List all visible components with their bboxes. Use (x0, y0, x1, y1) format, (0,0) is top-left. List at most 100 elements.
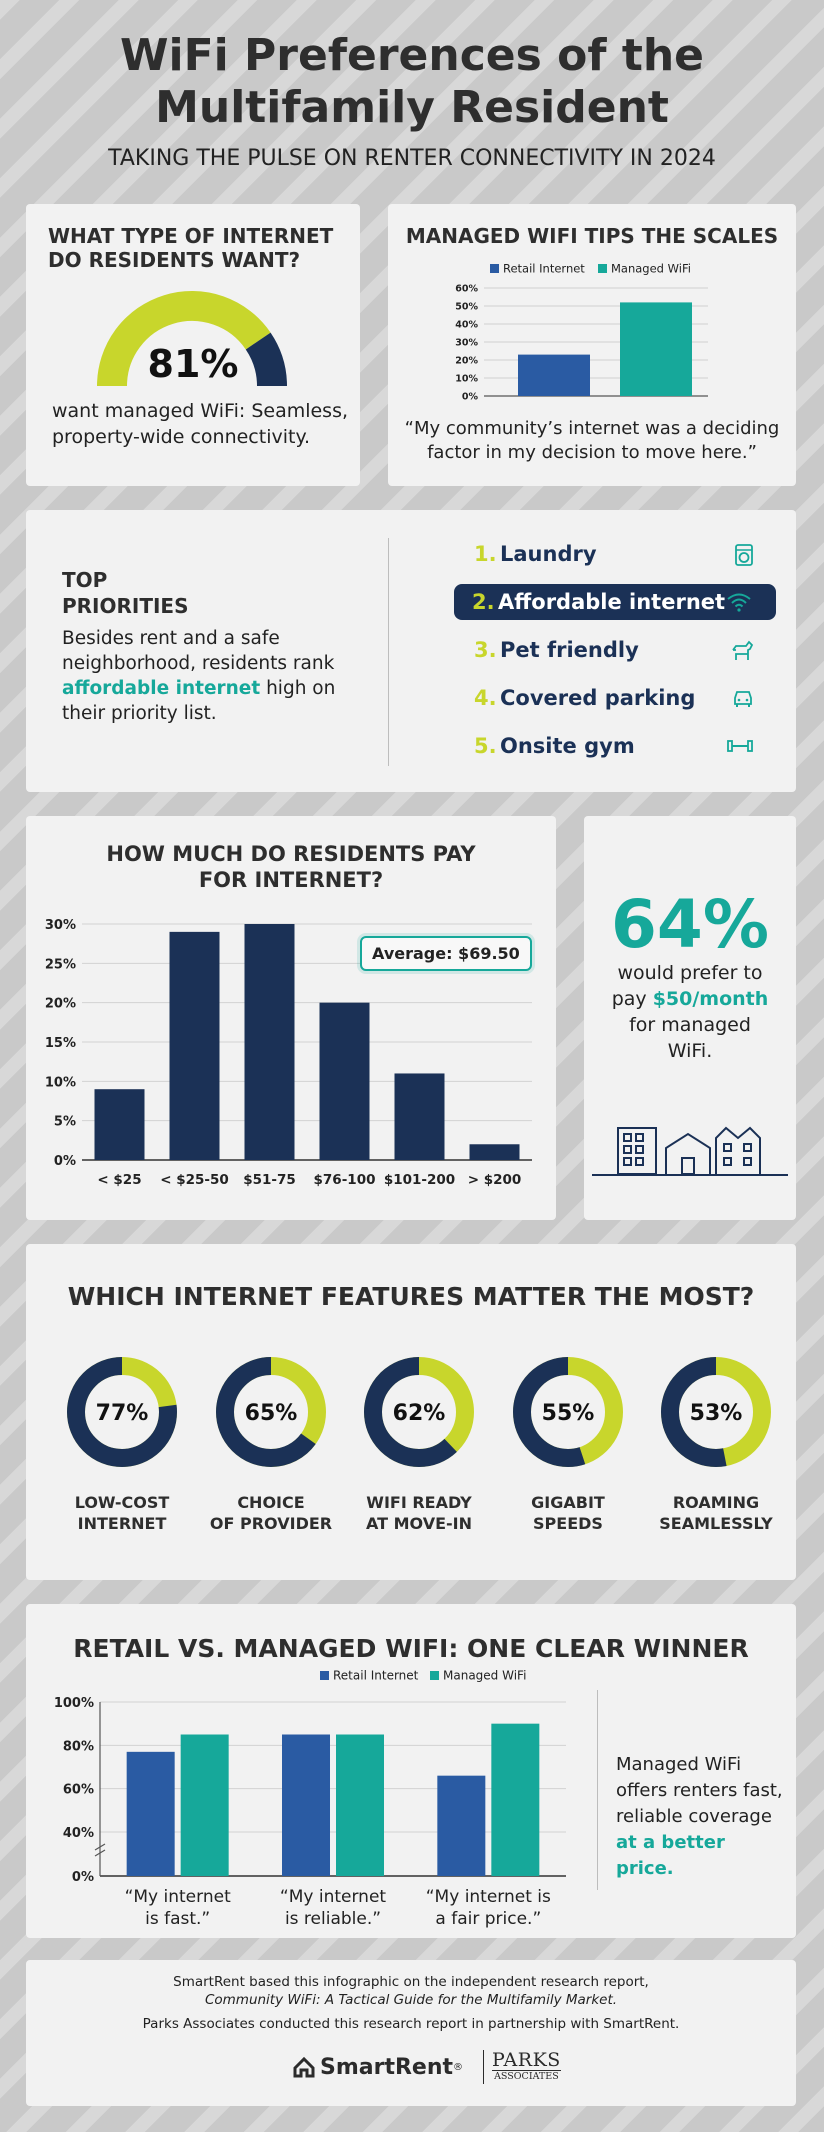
dog-icon (732, 640, 754, 660)
retail-vs-divider (597, 1690, 598, 1890)
prefer-line2-highlight: $50/month (652, 988, 769, 1010)
pay-bar (469, 1144, 520, 1160)
footer-card: SmartRent based this infographic on the … (26, 1960, 796, 2106)
legend-swatch (320, 1671, 329, 1680)
priorities-desc: Besides rent and a safe neighborhood, re… (62, 626, 362, 726)
internet-type-heading-line1: WHAT TYPE OF INTERNET (48, 224, 334, 248)
priority-item-laundry: 1. Laundry (456, 536, 778, 572)
priority-label: Laundry (500, 542, 597, 566)
y-tick-label: 40% (455, 320, 478, 331)
priority-num: 5. (474, 734, 497, 758)
legend-label: Retail Internet (333, 1669, 419, 1683)
pay-heading-line1: HOW MUCH DO RESIDENTS PAY (106, 842, 476, 866)
priorities-desc-line2: neighborhood, residents rank (62, 653, 335, 674)
legend-label: Managed WiFi (611, 262, 691, 276)
car-icon (734, 691, 752, 707)
feature-label-line2: OF PROVIDER (209, 1514, 333, 1533)
priority-label: Onsite gym (500, 734, 635, 758)
features-heading: WHICH INTERNET FEATURES MATTER THE MOST? (67, 1282, 755, 1311)
gauge-percent: 81% (147, 342, 239, 386)
donut-value-arc (661, 1357, 771, 1467)
feature-label: CHOICE OF PROVIDER (201, 1492, 341, 1534)
priority-num: 1. (474, 542, 497, 566)
logo-divider (483, 2050, 484, 2084)
internet-type-heading-line2: DO RESIDENTS WANT? (48, 248, 301, 272)
y-tick-label: 0% (72, 1870, 94, 1885)
internet-type-desc-line2: property-wide connectivity. (52, 426, 311, 448)
x-tick-label: “My internet (280, 1887, 386, 1907)
feature-label-line1: CHOICE (237, 1493, 305, 1512)
axis-break-mark (94, 1843, 106, 1851)
y-tick-label: 10% (455, 374, 478, 385)
footer-line2: Community WiFi: A Tactical Guide for the… (204, 1992, 618, 2008)
wifi-icon (727, 593, 751, 612)
bar-managed-wifi (336, 1734, 384, 1876)
priorities-desc-line4: their priority list. (62, 703, 217, 724)
y-tick-label: 80% (63, 1739, 94, 1754)
priorities-heading-line2: PRIORITIES (62, 594, 189, 618)
smartrent-logo: SmartRent ® (292, 2050, 478, 2084)
legend-swatch (430, 1671, 439, 1680)
bar-retail-internet (518, 354, 590, 396)
priorities-desc-highlight: affordable internet (62, 678, 261, 699)
x-tick-label: $76-100 (314, 1172, 376, 1188)
y-tick-label: 40% (63, 1826, 94, 1841)
legend-swatch (598, 264, 607, 273)
y-tick-label: 30% (455, 338, 478, 349)
gauge-rest-arc (97, 291, 271, 387)
bar-managed-wifi (491, 1723, 540, 1876)
features-donuts: 77% 65% 62% 55% 53% (67, 1357, 771, 1467)
priority-item-onsite-gym: 5. Onsite gym (456, 728, 778, 764)
managed-tips-card: MANAGED WIFI TIPS THE SCALES Retail Inte… (388, 204, 796, 486)
axis-break-mark (94, 1849, 106, 1857)
donut-value-arc (67, 1357, 177, 1467)
y-tick-label: 30% (45, 918, 76, 933)
prefer-card: 64% would prefer to pay $50/month for ma… (584, 816, 796, 1220)
gauge-main-arc (245, 332, 287, 387)
prefer-line1: would prefer to (617, 962, 763, 984)
average-callout: Average: $69.50 (360, 936, 532, 971)
managed-tips-quote-line1: “My community’s internet was a deciding (404, 418, 780, 439)
x-tick-label: < $25 (97, 1172, 141, 1188)
pay-card: HOW MUCH DO RESIDENTS PAY FOR INTERNET? … (26, 816, 556, 1220)
y-tick-label: 0% (462, 392, 479, 403)
managed-tips-heading: MANAGED WIFI TIPS THE SCALES (405, 224, 779, 248)
pay-heading-line2: FOR INTERNET? (198, 868, 384, 892)
feature-label-line2: INTERNET (77, 1514, 167, 1533)
feature-label: LOW-COST INTERNET (52, 1492, 192, 1534)
prefer-line4: WiFi. (667, 1040, 713, 1062)
legend-swatch (490, 264, 499, 273)
bar-managed-wifi (180, 1734, 229, 1876)
feature-label: ROAMING SEAMLESSLY (646, 1492, 786, 1534)
pay-bar (244, 924, 295, 1160)
priority-label: Covered parking (500, 686, 696, 710)
retail-vs-side-line3: reliable coverage (616, 1806, 772, 1827)
feature-label-line1: ROAMING (672, 1493, 760, 1512)
donut-percent: 62% (393, 1401, 446, 1426)
bar-retail-internet (126, 1751, 175, 1876)
footer-line3: Parks Associates conducted this research… (142, 2016, 680, 2032)
retail-vs-side-highlight: at a better price. (616, 1832, 725, 1879)
feature-label: WIFI READY AT MOVE-IN (349, 1492, 489, 1534)
x-tick-label: is fast.” (145, 1909, 210, 1929)
priorities-heading-line1: TOP (62, 568, 108, 592)
retail-vs-heading: RETAIL VS. MANAGED WIFI: ONE CLEAR WINNE… (73, 1634, 749, 1663)
donut-percent: 65% (245, 1401, 298, 1426)
y-tick-label: 15% (45, 1036, 76, 1051)
y-tick-label: 100% (54, 1696, 94, 1711)
prefer-line2-pre: pay (611, 988, 653, 1010)
y-tick-label: 25% (45, 957, 76, 972)
legend-label: Retail Internet (503, 262, 585, 276)
y-tick-label: 10% (45, 1075, 76, 1090)
priority-item-covered-parking: 4. Covered parking (456, 680, 778, 716)
feature-label-line1: GIGABIT (531, 1493, 605, 1512)
y-tick-label: 0% (54, 1154, 76, 1169)
gauge-chart (97, 291, 287, 387)
x-tick-label: < $25-50 (160, 1172, 229, 1188)
internet-type-card: WHAT TYPE OF INTERNET DO RESIDENTS WANT?… (26, 204, 360, 486)
smartrent-house-icon (293, 2056, 315, 2078)
y-tick-label: 60% (63, 1783, 94, 1798)
priorities-divider (388, 538, 389, 766)
smartrent-logo-text: SmartRent (320, 2054, 454, 2080)
pay-bar (169, 931, 220, 1160)
